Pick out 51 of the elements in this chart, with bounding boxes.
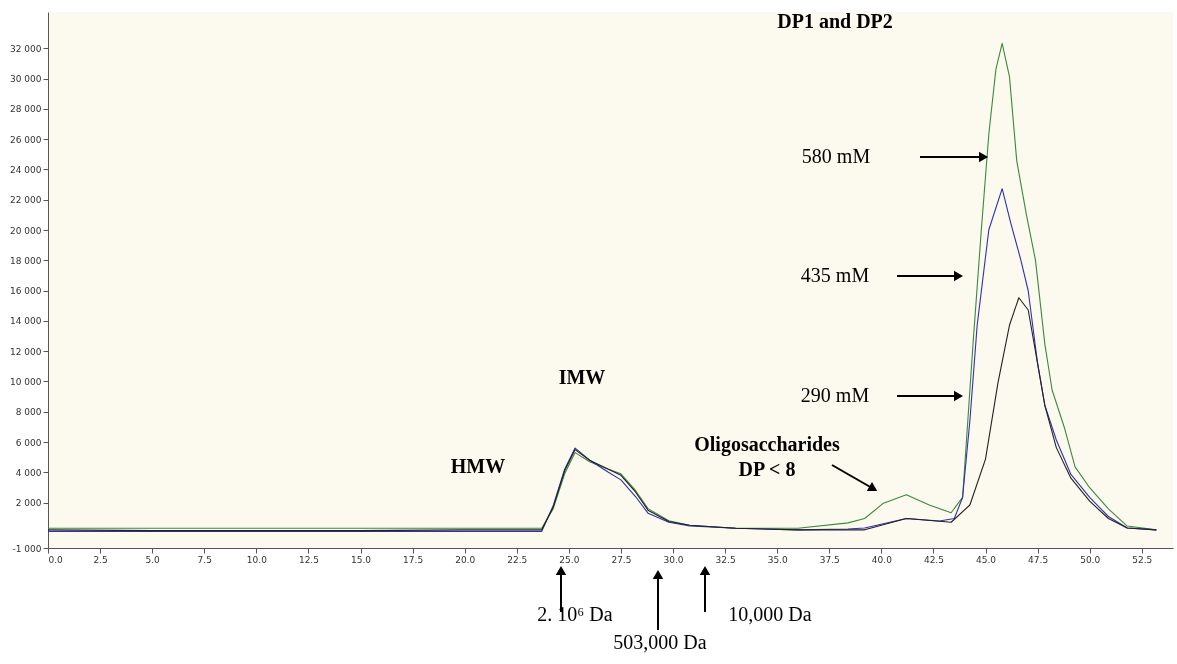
y-tick-label: 22 000 bbox=[10, 195, 42, 206]
line-series bbox=[48, 297, 1157, 532]
x-tick-label: 40.0 bbox=[871, 554, 893, 565]
y-tick-label: 8 000 bbox=[15, 407, 42, 418]
y-tick-label: 26 000 bbox=[10, 134, 42, 145]
x-tick-label: 2.5 bbox=[93, 554, 108, 565]
y-tick-label: 30 000 bbox=[10, 74, 42, 85]
x-tick-label: 27.5 bbox=[611, 554, 632, 565]
x-tick-label: 32.5 bbox=[715, 554, 736, 565]
y-tick-label: 4 000 bbox=[15, 467, 42, 478]
annotation: 435 mM bbox=[800, 264, 870, 286]
annotation: HMW bbox=[450, 455, 506, 477]
y-tick-label: 32 000 bbox=[10, 43, 42, 54]
y-tick-label: 2 000 bbox=[15, 498, 42, 509]
x-tick-label: 15.0 bbox=[350, 554, 372, 565]
y-tick-label: 28 000 bbox=[10, 104, 42, 115]
annotation: IMW bbox=[558, 366, 606, 388]
y-tick-label: 6 000 bbox=[15, 437, 42, 448]
y-tick-label: 12 000 bbox=[10, 346, 42, 357]
x-tick-label: 52.5 bbox=[1132, 554, 1153, 565]
annotation: Oligosaccharides bbox=[694, 433, 840, 456]
x-tick-label: 30.0 bbox=[663, 554, 684, 565]
x-tick-label: 50.0 bbox=[1080, 554, 1101, 565]
text: 503,000 Da bbox=[613, 631, 707, 653]
annotation: DP < 8 bbox=[738, 458, 796, 480]
x-tick-label: 0.0 bbox=[48, 554, 64, 565]
x-tick-label: 25.0 bbox=[559, 554, 580, 565]
y-tick-label: 24 000 bbox=[10, 164, 42, 175]
y-tick-label: 20 000 bbox=[10, 225, 42, 236]
x-tick-label: 42.5 bbox=[923, 554, 944, 565]
x-tick-label: 47.5 bbox=[1028, 554, 1049, 565]
x-tick-label: 10.0 bbox=[246, 554, 268, 565]
annotation: 290 mM bbox=[800, 384, 870, 406]
x-tick-label: 5.0 bbox=[145, 554, 161, 565]
y-tick-label: -1 000 bbox=[12, 543, 42, 554]
y-tick-label: 14 000 bbox=[10, 316, 42, 327]
x-tick-label: 17.5 bbox=[403, 554, 424, 565]
x-tick-label: 12.5 bbox=[298, 554, 319, 565]
x-tick-label: 22.5 bbox=[507, 554, 528, 565]
x-tick-label: 37.5 bbox=[819, 554, 840, 565]
y-tick-label: 16 000 bbox=[10, 286, 42, 297]
y-tick-label: 18 000 bbox=[10, 255, 42, 266]
y-tick-label: 10 000 bbox=[10, 376, 42, 387]
x-tick-label: 45.0 bbox=[975, 554, 997, 565]
text: 10,000 Da bbox=[728, 603, 812, 625]
x-tick-label: 7.5 bbox=[197, 554, 212, 565]
annotation: 580 mM bbox=[801, 145, 871, 167]
annotation: DP1 and DP2 bbox=[777, 10, 893, 32]
x-tick-label: 20.0 bbox=[455, 554, 476, 565]
x-tick-label: 35.0 bbox=[767, 554, 788, 565]
text: 2. 10⁶ Da bbox=[537, 603, 613, 625]
